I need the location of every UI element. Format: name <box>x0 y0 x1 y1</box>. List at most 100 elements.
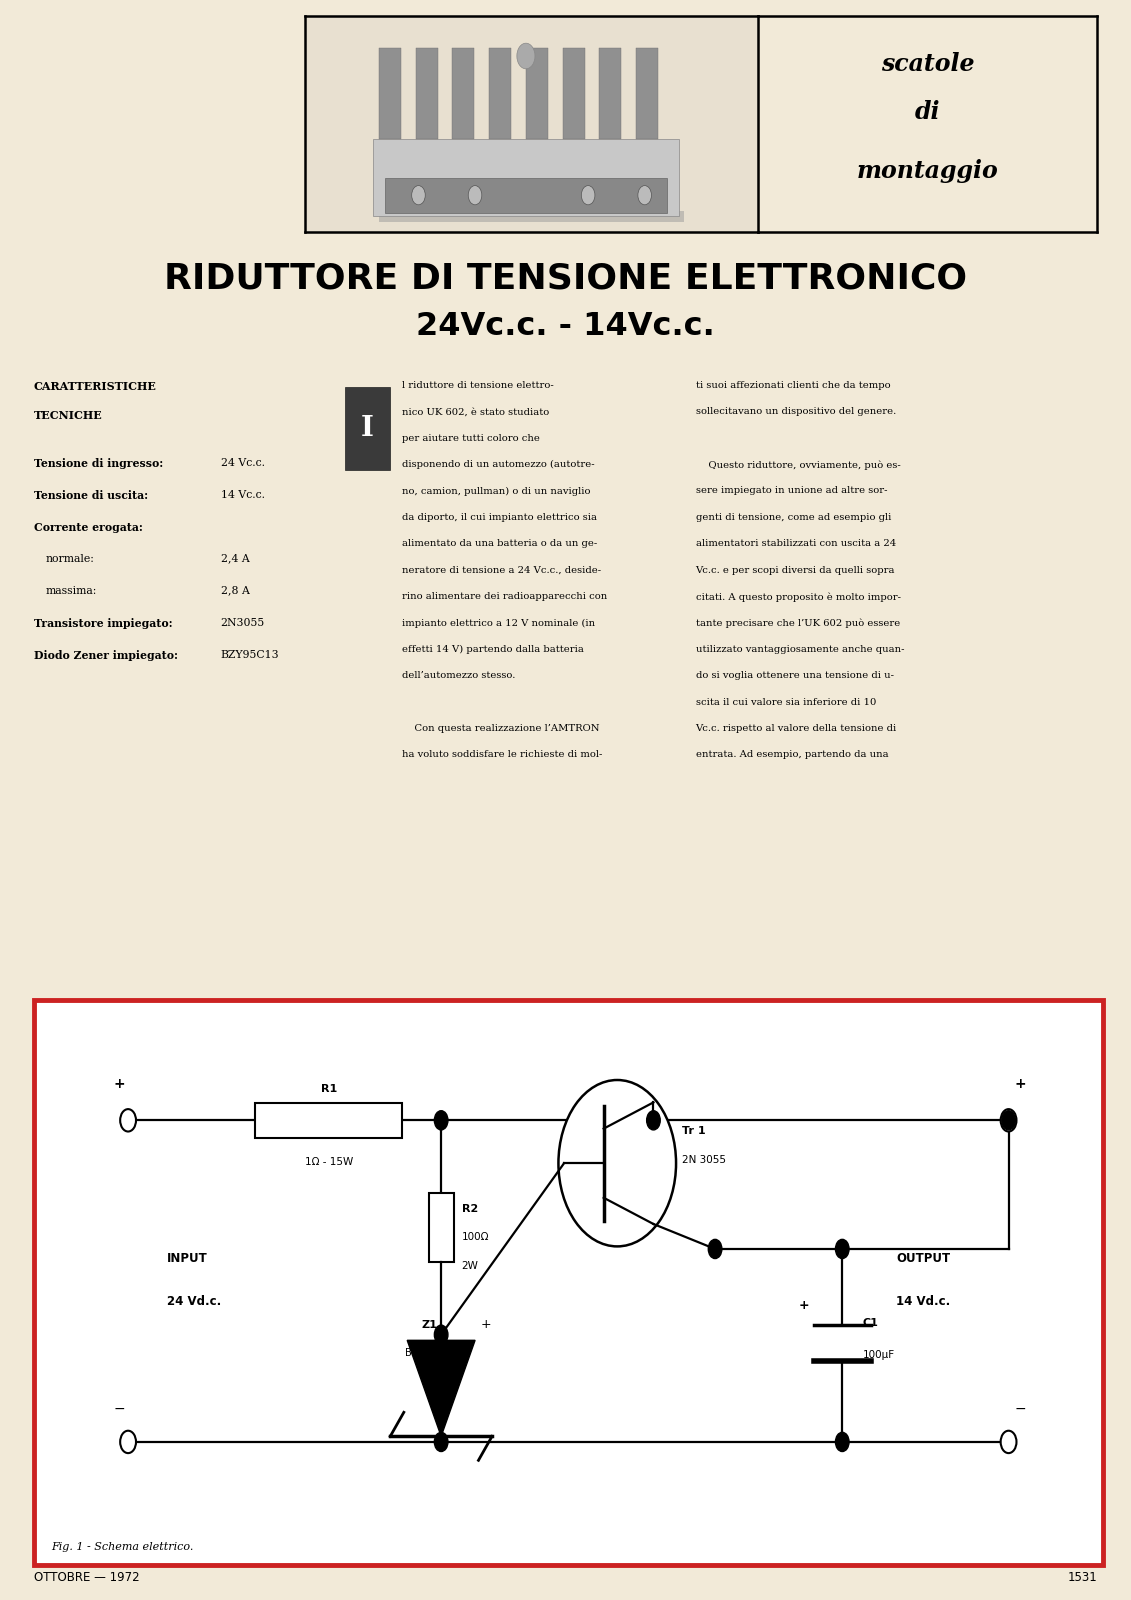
Text: 2,4 A: 2,4 A <box>221 554 249 563</box>
Polygon shape <box>407 1341 475 1437</box>
Bar <box>489 48 511 139</box>
Circle shape <box>647 1110 661 1130</box>
Text: 2N3055: 2N3055 <box>221 618 265 627</box>
Text: OTTOBRE — 1972: OTTOBRE — 1972 <box>34 1571 139 1584</box>
Circle shape <box>1001 1430 1017 1453</box>
Text: Z1: Z1 <box>422 1320 438 1330</box>
Circle shape <box>638 186 651 205</box>
Text: da diporto, il cui impianto elettrico sia: da diporto, il cui impianto elettrico si… <box>402 512 596 522</box>
Bar <box>379 48 402 139</box>
Bar <box>599 48 622 139</box>
Bar <box>385 178 667 213</box>
Text: Fig. 1 - Schema elettrico.: Fig. 1 - Schema elettrico. <box>51 1542 193 1552</box>
Text: genti di tensione, come ad esempio gli: genti di tensione, come ad esempio gli <box>696 512 891 522</box>
Text: INPUT: INPUT <box>167 1251 208 1266</box>
Text: montaggio: montaggio <box>856 160 999 184</box>
Bar <box>373 139 679 216</box>
Circle shape <box>836 1240 849 1259</box>
Circle shape <box>468 186 482 205</box>
Circle shape <box>1002 1110 1016 1130</box>
Text: sollecitavano un dispositivo del genere.: sollecitavano un dispositivo del genere. <box>696 406 896 416</box>
Circle shape <box>708 1240 722 1259</box>
Text: +: + <box>1015 1077 1026 1091</box>
Bar <box>563 48 585 139</box>
Text: 24Vc.c. - 14Vc.c.: 24Vc.c. - 14Vc.c. <box>416 310 715 342</box>
Text: nico UK 602, è stato studiato: nico UK 602, è stato studiato <box>402 406 549 416</box>
Text: sere impiegato in unione ad altre sor-: sere impiegato in unione ad altre sor- <box>696 486 887 496</box>
Text: 100Ω: 100Ω <box>461 1232 489 1242</box>
Text: ha voluto soddisfare le richieste di mol-: ha voluto soddisfare le richieste di mol… <box>402 750 602 760</box>
Text: +: + <box>798 1299 809 1312</box>
Text: massima:: massima: <box>45 586 96 595</box>
Text: citati. A questo proposito è molto impor-: citati. A questo proposito è molto impor… <box>696 592 900 602</box>
Text: BZY95C13: BZY95C13 <box>405 1349 455 1358</box>
Text: do si voglia ottenere una tensione di u-: do si voglia ottenere una tensione di u- <box>696 672 893 680</box>
Text: −: − <box>1015 1402 1026 1416</box>
Bar <box>345 387 390 470</box>
Text: R1: R1 <box>320 1083 337 1093</box>
Text: entrata. Ad esempio, partendo da una: entrata. Ad esempio, partendo da una <box>696 750 888 760</box>
Text: 2W: 2W <box>461 1261 478 1270</box>
Text: Con questa realizzazione l’AMTRON: Con questa realizzazione l’AMTRON <box>402 723 599 733</box>
Bar <box>636 48 658 139</box>
Circle shape <box>581 186 595 205</box>
Text: −: − <box>113 1402 124 1416</box>
Text: C1: C1 <box>863 1318 879 1328</box>
Text: TECNICHE: TECNICHE <box>34 410 103 421</box>
Text: Transistore impiegato:: Transistore impiegato: <box>34 618 173 629</box>
Text: 14 Vd.c.: 14 Vd.c. <box>896 1294 950 1307</box>
Text: RIDUTTORE DI TENSIONE ELETTRONICO: RIDUTTORE DI TENSIONE ELETTRONICO <box>164 261 967 296</box>
Text: alimentatori stabilizzati con uscita a 24: alimentatori stabilizzati con uscita a 2… <box>696 539 896 549</box>
Text: 2,8 A: 2,8 A <box>221 586 250 595</box>
Circle shape <box>434 1110 448 1130</box>
Bar <box>452 48 475 139</box>
Text: Tensione di ingresso:: Tensione di ingresso: <box>34 458 163 469</box>
Bar <box>416 48 438 139</box>
Text: +: + <box>113 1077 124 1091</box>
Text: scatole: scatole <box>881 51 974 75</box>
Circle shape <box>517 43 535 69</box>
Text: ti suoi affezionati clienti che da tempo: ti suoi affezionati clienti che da tempo <box>696 381 890 390</box>
Circle shape <box>120 1430 136 1453</box>
Text: 24 Vc.c.: 24 Vc.c. <box>221 458 265 467</box>
Text: scita il cui valore sia inferiore di 10: scita il cui valore sia inferiore di 10 <box>696 698 875 707</box>
Text: Vc.c. e per scopi diversi da quelli sopra: Vc.c. e per scopi diversi da quelli sopr… <box>696 566 895 574</box>
Text: alimentato da una batteria o da un ge-: alimentato da una batteria o da un ge- <box>402 539 597 549</box>
Text: 100μF: 100μF <box>863 1350 895 1360</box>
Text: Corrente erogata:: Corrente erogata: <box>34 522 143 533</box>
Circle shape <box>412 186 425 205</box>
Text: l riduttore di tensione elettro-: l riduttore di tensione elettro- <box>402 381 553 390</box>
Bar <box>379 211 684 222</box>
Text: 1Ω - 15W: 1Ω - 15W <box>304 1157 353 1166</box>
Bar <box>305 16 758 232</box>
Text: I: I <box>361 416 374 442</box>
Text: utilizzato vantaggiosamente anche quan-: utilizzato vantaggiosamente anche quan- <box>696 645 904 654</box>
Text: Vc.c. rispetto al valore della tensione di: Vc.c. rispetto al valore della tensione … <box>696 723 897 733</box>
Text: +: + <box>481 1317 491 1331</box>
Text: R2: R2 <box>461 1203 477 1213</box>
Text: normale:: normale: <box>45 554 94 563</box>
Text: dell’automezzo stesso.: dell’automezzo stesso. <box>402 672 515 680</box>
Text: Diodo Zener impiegato:: Diodo Zener impiegato: <box>34 650 178 661</box>
Text: Questo riduttore, ovviamente, può es-: Questo riduttore, ovviamente, può es- <box>696 461 900 469</box>
Text: OUTPUT: OUTPUT <box>896 1251 950 1266</box>
Text: 24 Vd.c.: 24 Vd.c. <box>167 1294 222 1307</box>
Text: CARATTERISTICHE: CARATTERISTICHE <box>34 381 157 392</box>
Text: effetti 14 V) partendo dalla batteria: effetti 14 V) partendo dalla batteria <box>402 645 584 654</box>
Circle shape <box>836 1432 849 1451</box>
Text: no, camion, pullman) o di un naviglio: no, camion, pullman) o di un naviglio <box>402 486 590 496</box>
Text: tante precisare che l’UK 602 può essere: tante precisare che l’UK 602 può essere <box>696 619 900 627</box>
Text: disponendo di un automezzo (autotre-: disponendo di un automezzo (autotre- <box>402 461 594 469</box>
Text: neratore di tensione a 24 Vc.c., deside-: neratore di tensione a 24 Vc.c., deside- <box>402 566 601 574</box>
Text: di: di <box>915 99 940 125</box>
Text: 2N 3055: 2N 3055 <box>682 1155 726 1165</box>
Bar <box>429 1194 454 1262</box>
Bar <box>34 1000 1103 1565</box>
Circle shape <box>434 1432 448 1451</box>
Circle shape <box>120 1109 136 1131</box>
Text: Tr 1: Tr 1 <box>682 1126 706 1136</box>
Circle shape <box>559 1080 676 1246</box>
Bar <box>526 48 547 139</box>
Text: 1531: 1531 <box>1068 1571 1097 1584</box>
Text: per aiutare tutti coloro che: per aiutare tutti coloro che <box>402 434 539 443</box>
